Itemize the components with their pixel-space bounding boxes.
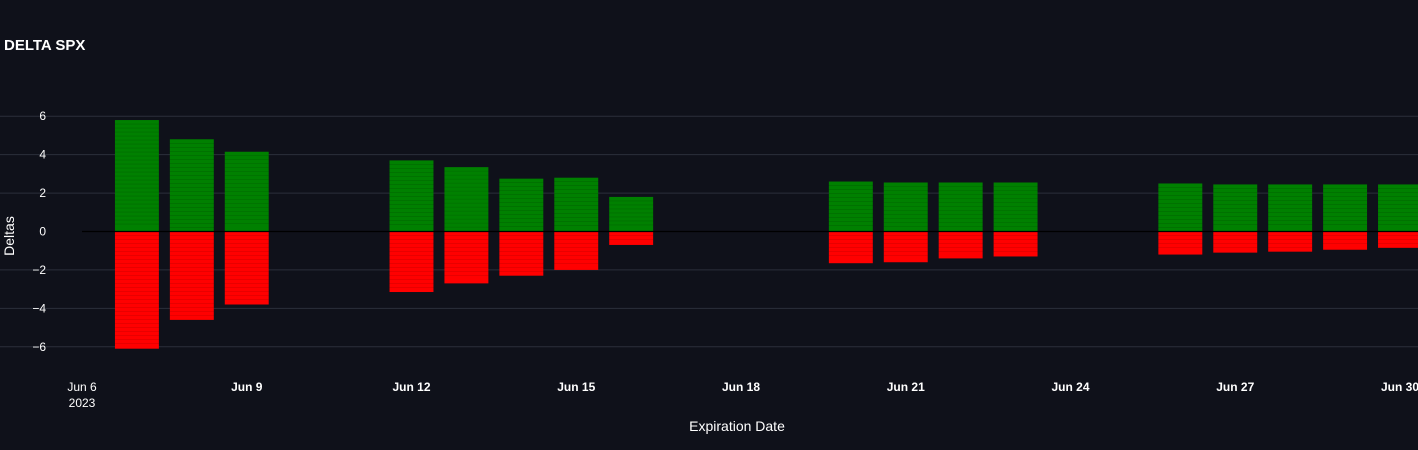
y-tick-label: −6 xyxy=(32,340,46,354)
negative-delta-bar xyxy=(1323,231,1368,250)
positive-delta-bar xyxy=(224,151,269,232)
negative-delta-bar xyxy=(1213,231,1258,253)
y-tick-label: −2 xyxy=(32,263,46,277)
negative-delta-bar xyxy=(224,231,269,305)
negative-delta-bar xyxy=(883,231,928,263)
positive-delta-bar xyxy=(993,182,1038,232)
negative-delta-bar xyxy=(389,231,434,293)
bars xyxy=(114,120,1418,349)
x-axis-ticks: Jun 6 2023 Jun 9 Jun 12 Jun 15 Jun 18 Jun 21 Ju… xyxy=(67,380,1418,410)
negative-delta-bar xyxy=(993,231,1038,257)
positive-delta-bar xyxy=(828,181,873,232)
negative-delta-bar xyxy=(828,231,873,264)
x-tick-label: Jun 15 xyxy=(557,380,595,394)
positive-delta-bar xyxy=(883,182,928,232)
x-tick-label: Jun 24 xyxy=(1051,380,1089,394)
y-axis-ticks: −6 −4 −2 0 2 4 6 xyxy=(32,109,46,354)
positive-delta-bar xyxy=(114,120,159,232)
negative-delta-bar xyxy=(444,231,489,284)
positive-delta-bar xyxy=(1323,184,1368,232)
positive-delta-bar xyxy=(938,182,983,232)
positive-delta-bar xyxy=(1268,184,1313,232)
positive-delta-bar xyxy=(609,196,654,232)
chart-title: DELTA SPX xyxy=(4,37,85,54)
x-tick-year-label: 2023 xyxy=(69,396,96,410)
negative-delta-bar xyxy=(1268,231,1313,252)
y-tick-label: 6 xyxy=(39,109,46,123)
y-tick-label: 2 xyxy=(39,186,46,200)
positive-delta-bar xyxy=(499,178,544,232)
x-tick-label: Jun 18 xyxy=(722,380,760,394)
x-tick-label: Jun 27 xyxy=(1216,380,1254,394)
negative-delta-bar xyxy=(938,231,983,259)
y-tick-label: 4 xyxy=(39,148,46,162)
y-axis-title: Deltas xyxy=(1,216,17,256)
negative-delta-bar xyxy=(499,231,544,276)
negative-delta-bar xyxy=(114,231,159,349)
negative-delta-bar xyxy=(1158,231,1203,255)
x-tick-label: Jun 21 xyxy=(887,380,925,394)
positive-delta-bar xyxy=(169,139,214,232)
negative-delta-bar xyxy=(609,231,654,245)
positive-delta-bar xyxy=(389,160,434,232)
positive-delta-bar xyxy=(1378,184,1418,232)
x-tick-label: Jun 6 xyxy=(67,380,97,394)
x-axis-title: Expiration Date xyxy=(689,418,785,434)
x-tick-label: Jun 12 xyxy=(392,380,430,394)
positive-delta-bar xyxy=(444,167,489,232)
negative-delta-bar xyxy=(1378,231,1418,248)
x-tick-label: Jun 30 xyxy=(1381,380,1418,394)
positive-delta-bar xyxy=(1213,184,1258,232)
y-tick-label: −4 xyxy=(32,301,46,315)
y-tick-label: 0 xyxy=(39,225,46,239)
negative-delta-bar xyxy=(169,231,214,320)
x-tick-label: Jun 9 xyxy=(231,380,263,394)
positive-delta-bar xyxy=(554,177,599,232)
positive-delta-bar xyxy=(1158,183,1203,232)
negative-delta-bar xyxy=(554,231,599,270)
